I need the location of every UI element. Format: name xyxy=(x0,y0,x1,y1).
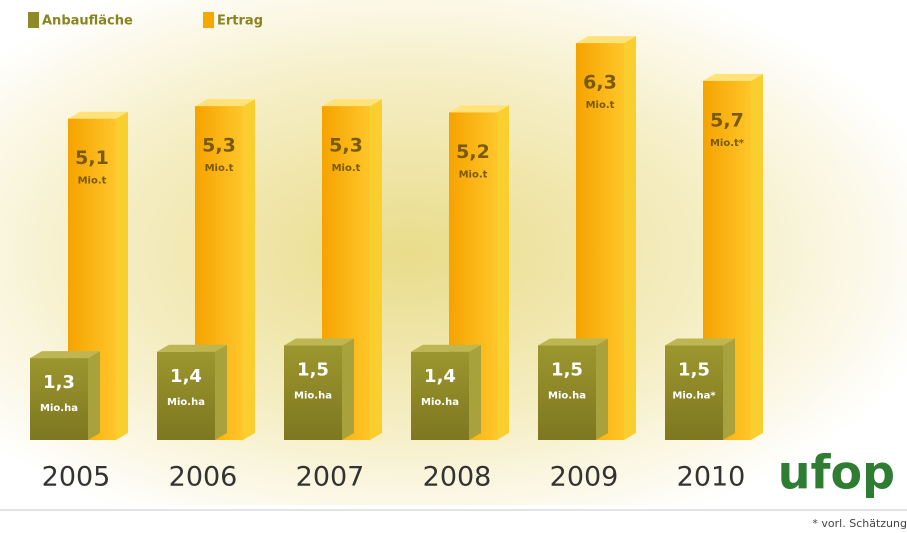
value-label: 5,2 xyxy=(456,141,490,163)
anbau-bar-side xyxy=(469,344,481,440)
value-label: 1,4 xyxy=(424,366,456,387)
x-tick-label: 2010 xyxy=(677,462,746,493)
unit-label: Mio.t xyxy=(78,176,107,187)
ertrag-bar-side xyxy=(116,111,128,440)
ertrag-bar-side xyxy=(370,99,382,440)
anbau-bar xyxy=(284,338,354,440)
anbau-bar-side xyxy=(342,338,354,440)
ertrag-bar-top xyxy=(68,111,128,119)
anbau-bar-front xyxy=(157,351,215,440)
legend-swatch xyxy=(28,12,39,28)
x-tick-label: 2008 xyxy=(423,462,492,493)
ertrag-bar-top xyxy=(322,99,382,107)
legend-label: Anbaufläche xyxy=(42,14,133,29)
value-label: 1,4 xyxy=(170,366,202,387)
anbau-bar-top xyxy=(157,344,227,352)
anbau-bar-side xyxy=(88,351,100,440)
anbau-bar xyxy=(157,344,227,440)
anbau-bar xyxy=(30,351,100,440)
ertrag-bar-top xyxy=(449,105,509,113)
anbau-bar-front xyxy=(538,345,596,440)
ertrag-bar-side xyxy=(624,36,636,440)
unit-label: Mio.ha xyxy=(421,397,459,408)
value-label: 1,5 xyxy=(297,360,329,381)
anbau-bar-front xyxy=(30,358,88,440)
anbau-bar-side xyxy=(596,338,608,440)
logo: ufop xyxy=(778,446,895,500)
anbau-bar-top xyxy=(538,338,608,346)
value-label: 5,7 xyxy=(710,109,744,131)
unit-label: Mio.ha xyxy=(167,397,205,408)
anbau-bar-front xyxy=(665,345,723,440)
legend-swatch xyxy=(203,12,214,28)
unit-label: Mio.t* xyxy=(710,138,745,149)
ertrag-bar-side xyxy=(243,99,255,440)
anbau-bar-top xyxy=(284,338,354,346)
anbau-bar-front xyxy=(284,345,342,440)
anbau-bar xyxy=(665,338,735,440)
anbau-bar-side xyxy=(723,338,735,440)
value-label: 1,5 xyxy=(678,360,710,381)
ertrag-bar-top xyxy=(576,36,636,44)
x-tick-label: 2009 xyxy=(550,462,619,493)
value-label: 1,3 xyxy=(43,372,75,393)
unit-label: Mio.t xyxy=(586,100,615,111)
footnote: * vorl. Schätzung xyxy=(812,517,907,530)
x-tick-label: 2006 xyxy=(169,462,238,493)
x-tick-label: 2005 xyxy=(42,462,111,493)
anbau-bar-front xyxy=(411,351,469,440)
unit-label: Mio.t xyxy=(459,169,488,180)
ertrag-bar-side xyxy=(497,105,509,441)
unit-label: Mio.t xyxy=(205,163,234,174)
unit-label: Mio.ha xyxy=(548,391,586,402)
unit-label: Mio.ha xyxy=(40,403,78,414)
ertrag-bar-side xyxy=(751,73,763,441)
anbau-bar xyxy=(411,344,481,440)
value-label: 6,3 xyxy=(583,72,617,94)
unit-label: Mio.t xyxy=(332,163,361,174)
anbau-bar-top xyxy=(665,338,735,346)
x-tick-label: 2007 xyxy=(296,462,365,493)
value-label: 1,5 xyxy=(551,360,583,381)
anbau-bar-side xyxy=(215,344,227,440)
legend-label: Ertrag xyxy=(217,14,263,29)
anbau-bar-top xyxy=(30,351,100,359)
anbau-bar xyxy=(538,338,608,440)
unit-label: Mio.ha xyxy=(294,391,332,402)
ertrag-bar-top xyxy=(195,99,255,107)
value-label: 5,3 xyxy=(202,135,236,157)
value-label: 5,3 xyxy=(329,135,363,157)
anbau-bar-top xyxy=(411,344,481,352)
ertrag-bar-top xyxy=(703,73,763,81)
value-label: 5,1 xyxy=(75,147,109,169)
unit-label: Mio.ha* xyxy=(672,391,716,402)
